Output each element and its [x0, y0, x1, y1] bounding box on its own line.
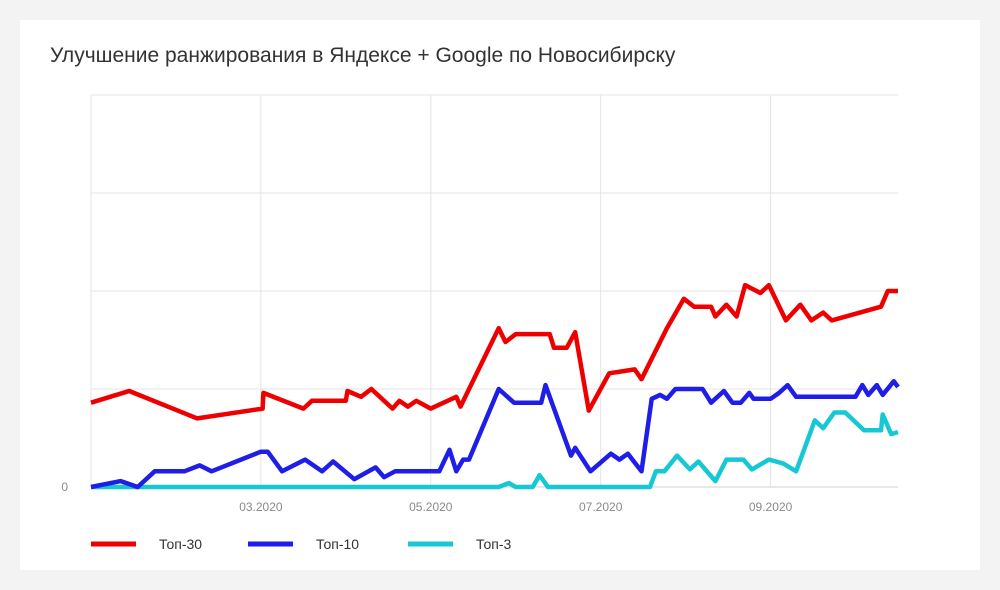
x-tick-label-2: 07.2020 — [579, 500, 623, 514]
y-tick-label-0: 0 — [61, 480, 68, 494]
chart-card: Улучшение ранжирования в Яндексе + Googl… — [20, 20, 980, 570]
x-tick-label-0: 03.2020 — [239, 500, 283, 514]
series-line-1 — [90, 378, 900, 490]
legend-label-1: Топ-10 — [316, 536, 359, 552]
x-tick-label-1: 05.2020 — [409, 500, 453, 514]
chart-title: Улучшение ранжирования в Яндексе + Googl… — [50, 44, 676, 67]
series-line-0 — [90, 282, 898, 421]
series-line-2 — [91, 410, 899, 490]
chart-svg: 0 03.2020 05.2020 07.2020 09.2020 Топ-30 Топ-1… — [61, 94, 900, 552]
legend-label-0: Топ-30 — [159, 536, 202, 552]
legend-label-2: Топ-3 — [476, 536, 511, 552]
x-tick-label-3: 09.2020 — [749, 500, 793, 514]
